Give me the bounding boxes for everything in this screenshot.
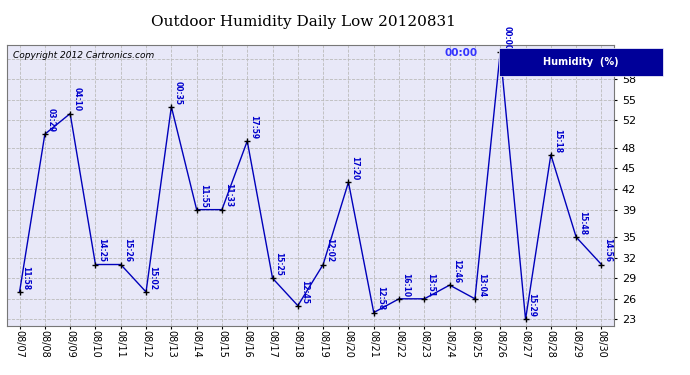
Text: 11:33: 11:33 xyxy=(224,183,233,208)
Text: 15:48: 15:48 xyxy=(578,211,587,235)
Text: 11:58: 11:58 xyxy=(21,266,30,290)
Text: 17:20: 17:20 xyxy=(351,156,359,180)
Text: 15:02: 15:02 xyxy=(148,266,157,290)
Text: 15:26: 15:26 xyxy=(123,238,132,262)
Text: 03:29: 03:29 xyxy=(47,108,56,132)
Text: 15:18: 15:18 xyxy=(553,129,562,153)
Text: 00:35: 00:35 xyxy=(173,81,182,105)
Text: 12:58: 12:58 xyxy=(376,286,385,310)
Bar xyxy=(499,48,662,76)
Text: 14:25: 14:25 xyxy=(97,238,106,262)
Text: 00:00: 00:00 xyxy=(444,48,477,58)
Text: 12:02: 12:02 xyxy=(325,238,334,262)
Text: 16:10: 16:10 xyxy=(401,273,410,297)
Text: 11:55: 11:55 xyxy=(199,184,208,208)
Text: Outdoor Humidity Daily Low 20120831: Outdoor Humidity Daily Low 20120831 xyxy=(151,15,456,29)
Text: 14:56: 14:56 xyxy=(604,238,613,262)
Text: Humidity  (%): Humidity (%) xyxy=(543,57,618,67)
Text: 12:46: 12:46 xyxy=(452,259,461,283)
Text: 12:45: 12:45 xyxy=(300,280,309,304)
Text: 15:29: 15:29 xyxy=(528,293,537,317)
Text: 04:10: 04:10 xyxy=(72,87,81,111)
Text: 00:00: 00:00 xyxy=(502,26,511,50)
Text: 17:59: 17:59 xyxy=(249,115,258,139)
Text: 13:51: 13:51 xyxy=(426,273,435,297)
Text: 15:25: 15:25 xyxy=(275,252,284,276)
Text: Copyright 2012 Cartronics.com: Copyright 2012 Cartronics.com xyxy=(13,51,155,60)
Text: 13:04: 13:04 xyxy=(477,273,486,297)
